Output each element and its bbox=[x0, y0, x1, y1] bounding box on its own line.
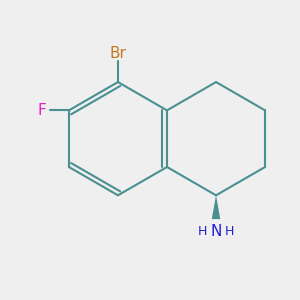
Polygon shape bbox=[212, 195, 220, 219]
Text: Br: Br bbox=[110, 46, 126, 61]
Text: N: N bbox=[210, 224, 222, 239]
Text: H: H bbox=[225, 225, 234, 238]
Text: F: F bbox=[38, 103, 46, 118]
Text: H: H bbox=[198, 225, 207, 238]
